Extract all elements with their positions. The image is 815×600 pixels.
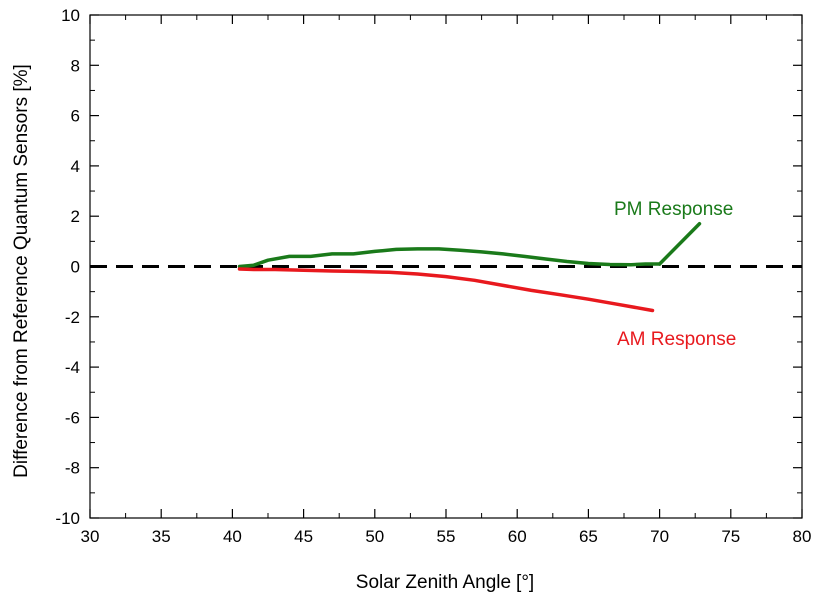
y-tick-label: 2 (71, 207, 80, 226)
x-tick-label: 30 (81, 527, 100, 546)
x-axis-title: Solar Zenith Angle [°] (356, 572, 534, 593)
x-axis-title-unit: [°] (516, 572, 534, 593)
x-tick-label: 40 (223, 527, 242, 546)
y-tick-label: 4 (71, 157, 80, 176)
am-response-line (237, 267, 655, 313)
y-tick-label: -8 (65, 459, 80, 478)
y-tick-label: 10 (61, 6, 80, 25)
y-tick-label: -2 (65, 308, 80, 327)
pm-response-pointer (657, 221, 702, 266)
x-tick-label: 50 (365, 527, 384, 546)
y-tick-label: 8 (71, 56, 80, 75)
x-tick-label: 65 (579, 527, 598, 546)
pm-response-label: PM Response (614, 199, 733, 220)
y-tick-label: 0 (71, 258, 80, 277)
y-tick-label: 6 (71, 107, 80, 126)
y-tick-label: -10 (55, 509, 80, 528)
x-tick-label: 60 (508, 527, 527, 546)
plot-frame (89, 14, 803, 519)
y-axis-title: Difference from Reference Quantum Sensor… (11, 64, 32, 478)
x-tick-label: 75 (721, 527, 740, 546)
x-tick-label: 55 (437, 527, 456, 546)
x-tick-label: 70 (650, 527, 669, 546)
y-tick-label: -6 (65, 408, 80, 427)
x-tick-label: 35 (152, 527, 171, 546)
x-tick-label: 45 (294, 527, 313, 546)
series-layer (237, 221, 702, 313)
x-axis-title-text: Solar Zenith Angle (356, 572, 511, 593)
y-tick-label: -4 (65, 358, 80, 377)
pm-response-line (237, 247, 662, 269)
x-tick-label: 80 (793, 527, 812, 546)
tick-labels-layer: 30 35 40 45 50 55 60 65 70 75 80 -10 -8 -6 -4 -2 0 2 4 6 8 10 (55, 6, 811, 546)
am-response-label: AM Response (617, 329, 736, 350)
